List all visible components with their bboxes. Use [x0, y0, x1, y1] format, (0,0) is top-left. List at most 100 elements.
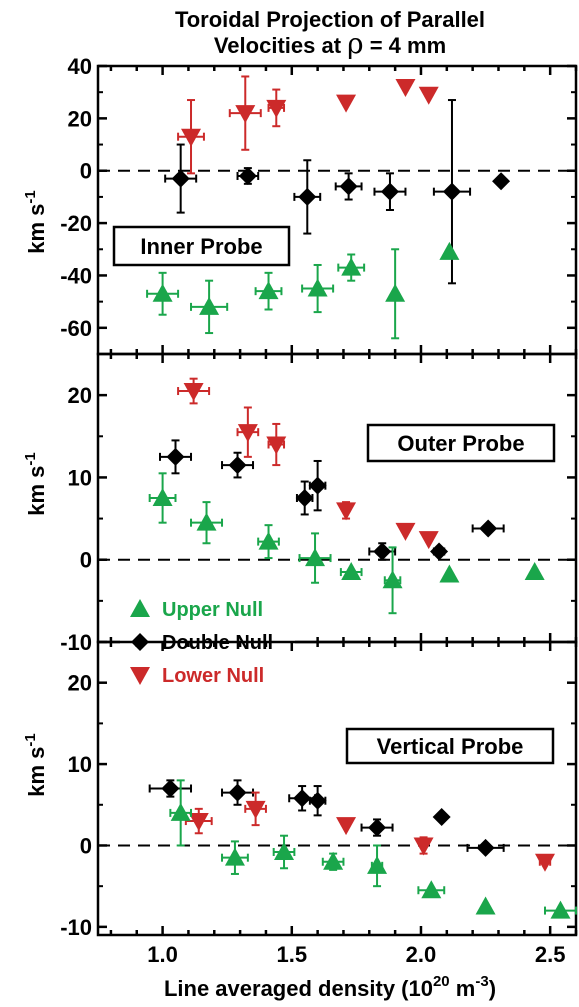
- ytick-label: 0: [80, 833, 92, 858]
- xlabel-exp1: 20: [433, 973, 450, 990]
- ytick-label: 20: [68, 671, 92, 696]
- data-point-lower: [266, 99, 287, 118]
- series-upper: [148, 472, 545, 615]
- data-point-upper: [439, 564, 460, 583]
- panel-label: Inner Probe: [140, 234, 262, 259]
- data-point-upper: [224, 847, 245, 866]
- data-point-upper: [274, 841, 295, 860]
- ytick-label: 20: [68, 106, 92, 131]
- data-point-lower: [336, 817, 357, 836]
- panel-label: Vertical Probe: [377, 734, 524, 759]
- data-point-upper: [367, 855, 388, 874]
- data-point-double: [442, 182, 461, 201]
- data-point-double: [430, 542, 449, 561]
- series-lower: [184, 791, 555, 872]
- data-point-upper: [152, 488, 173, 506]
- data-point-double: [339, 177, 358, 196]
- ylabel-outer-exp: -1: [22, 452, 39, 465]
- ytick-label: -60: [60, 316, 92, 341]
- data-point-upper: [258, 281, 279, 300]
- data-point-upper: [341, 257, 362, 276]
- data-point-lower: [188, 813, 209, 832]
- legend-label-upper: Upper Null: [162, 599, 263, 621]
- ylabel-inner: km s-1: [22, 190, 49, 254]
- panels: -60 -40 -20 0 20 40 Inner Probe -10 0 10 20 Outer P…: [60, 54, 578, 967]
- data-point-double: [295, 489, 314, 507]
- data-point-lower: [181, 128, 202, 147]
- data-point-upper: [421, 880, 442, 899]
- panel-3: -10 0 10 20 1.0 1.5 2.0 2.5 Vertical Probe: [60, 640, 578, 967]
- panel-frame: [96, 64, 578, 356]
- data-point-double: [308, 476, 327, 495]
- series-double: [148, 779, 505, 857]
- data-point-upper: [170, 802, 191, 821]
- data-point-double: [166, 447, 185, 466]
- data-point-upper: [550, 900, 571, 919]
- data-point-double: [238, 166, 257, 185]
- data-point-upper: [196, 512, 217, 531]
- data-point-double: [161, 779, 180, 798]
- data-point-upper: [341, 562, 362, 581]
- data-point-lower: [413, 837, 434, 856]
- panel-label-box: [112, 225, 291, 267]
- xlabel-end: ): [489, 976, 496, 1001]
- data-point-lower: [237, 424, 258, 443]
- panel-label: Outer Probe: [397, 431, 524, 456]
- ylabel-outer: km s-1: [22, 452, 49, 516]
- data-point-double: [171, 169, 190, 188]
- data-point-lower: [183, 383, 204, 402]
- xtick-label: 2.0: [406, 942, 437, 967]
- ytick-label: 10: [68, 465, 92, 490]
- data-point-lower: [534, 853, 555, 872]
- ylabel-inner-main: km s: [24, 204, 49, 254]
- ytick-label: 10: [68, 752, 92, 777]
- data-point-lower: [395, 78, 416, 97]
- series-double: [164, 99, 511, 285]
- ytick-label: -10: [60, 915, 92, 940]
- data-point-double: [228, 783, 247, 802]
- data-point-lower: [418, 531, 439, 550]
- data-point-lower: [235, 105, 256, 124]
- panel-frame: [96, 640, 578, 937]
- panel-1: -60 -40 -20 0 20 40 Inner Probe: [60, 54, 578, 356]
- ylabel-vertical-exp: -1: [22, 733, 39, 746]
- title-rho: ρ: [347, 27, 363, 60]
- legend-bg: [120, 661, 295, 689]
- series-double: [159, 439, 505, 561]
- data-point-upper: [382, 570, 403, 589]
- title-line-2-pre: Velocities at: [214, 33, 347, 58]
- ytick-label: -20: [60, 211, 92, 236]
- data-point-upper: [305, 548, 326, 567]
- data-point-double: [479, 519, 498, 538]
- xlabel-mid: m: [450, 976, 476, 1001]
- legend-label-lower: Lower Null: [162, 665, 264, 687]
- xlabel: Line averaged density (1020 m-3): [164, 973, 496, 1001]
- panel-label-box: [366, 423, 556, 463]
- data-point-upper: [307, 278, 328, 297]
- data-point-double: [492, 172, 511, 191]
- data-point-double: [373, 542, 392, 561]
- data-point-lower: [266, 436, 287, 455]
- ytick-label: -10: [60, 630, 92, 655]
- ylabel-vertical: km s-1: [22, 733, 49, 797]
- ytick-label: 20: [68, 383, 92, 408]
- data-point-lower: [336, 502, 357, 521]
- data-point-upper: [323, 851, 344, 870]
- data-point-double: [298, 187, 317, 206]
- data-point-upper: [258, 531, 279, 550]
- ytick-label: 0: [80, 548, 92, 573]
- legend-bg: [120, 595, 295, 623]
- data-point-upper: [199, 296, 220, 315]
- ytick-label: -40: [60, 263, 92, 288]
- series-lower: [177, 75, 439, 175]
- data-point-upper: [475, 896, 496, 915]
- data-point-upper: [152, 283, 173, 302]
- xlabel-exp2: -3: [475, 973, 488, 990]
- data-point-upper: [385, 283, 406, 302]
- title-line-1: Toroidal Projection of Parallel: [175, 7, 485, 32]
- series-lower: [177, 377, 439, 550]
- series-upper: [169, 779, 577, 919]
- data-point-double: [380, 182, 399, 201]
